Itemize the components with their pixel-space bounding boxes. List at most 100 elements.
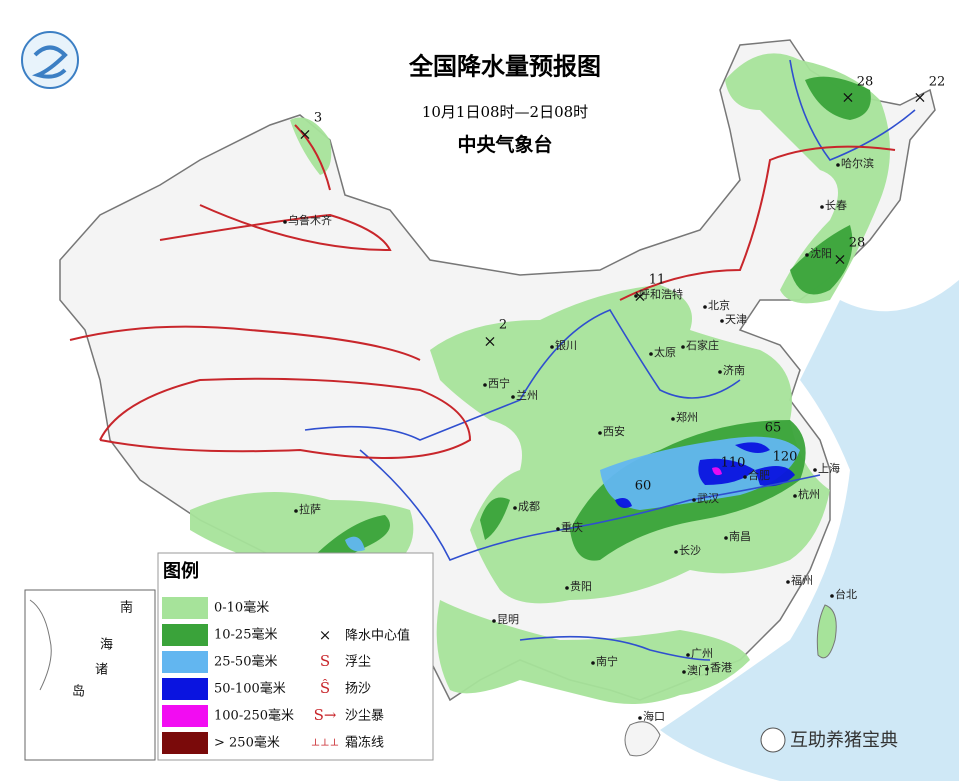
legend-label: > 250毫米 xyxy=(214,735,280,751)
issuer: 中央气象台 xyxy=(457,133,552,156)
legend-label: 浮尘 xyxy=(345,655,371,670)
legend-label: 50-100毫米 xyxy=(214,681,286,697)
precip-area xyxy=(615,498,632,508)
city-dot xyxy=(483,383,487,387)
legend-swatch xyxy=(162,624,208,646)
legend-label: 扬沙 xyxy=(345,682,371,697)
city-label: 石家庄 xyxy=(686,338,719,352)
city-dot xyxy=(703,305,707,309)
center-value: 3 xyxy=(314,111,322,126)
city-dot xyxy=(671,417,675,421)
city-label: 长春 xyxy=(825,199,847,212)
city-dot xyxy=(813,468,817,472)
precip-area xyxy=(698,458,755,485)
legend-swatch xyxy=(162,705,208,727)
city-label: 台北 xyxy=(835,587,857,601)
precip-area xyxy=(345,536,365,552)
yellow-river xyxy=(304,309,741,441)
wechat-icon xyxy=(760,727,786,753)
frost-line xyxy=(99,377,472,459)
center-marker: × xyxy=(833,250,846,269)
city-dot xyxy=(649,352,653,356)
legend-symbol: S xyxy=(320,652,330,670)
city-label: 南昌 xyxy=(729,530,751,543)
center-value: 2 xyxy=(499,318,507,333)
city-label: 广州 xyxy=(691,647,713,660)
city-label: 贵阳 xyxy=(570,580,592,593)
city-label: 西安 xyxy=(603,424,625,438)
period: 10月1日08时—2日08时 xyxy=(422,103,588,121)
center-value: 22 xyxy=(929,75,946,90)
legend-title: 图例 xyxy=(163,560,199,582)
center-value: 65 xyxy=(765,421,782,436)
taiwan xyxy=(816,604,837,659)
logo xyxy=(21,31,79,89)
precip-area xyxy=(480,497,510,540)
city-dot xyxy=(556,527,560,531)
inset-coast xyxy=(29,599,52,691)
city-label: 沈阳 xyxy=(810,246,832,260)
city-label: 香港 xyxy=(710,661,732,674)
city-dot xyxy=(591,661,595,665)
city-label: 武汉 xyxy=(697,492,719,505)
city-dot xyxy=(674,550,678,554)
legend-label: 25-50毫米 xyxy=(214,654,277,670)
city-dot xyxy=(550,345,554,349)
center-marker: × xyxy=(913,88,926,107)
city-dot xyxy=(830,594,834,598)
city-label: 成都 xyxy=(518,500,540,513)
pearl-river xyxy=(519,635,711,661)
city-dot xyxy=(718,370,722,374)
center-marker: × xyxy=(298,125,311,144)
city-label: 郑州 xyxy=(676,410,698,424)
precip-area xyxy=(735,442,770,454)
precip-area xyxy=(805,76,871,120)
city-dot xyxy=(513,506,517,510)
heilong-river xyxy=(789,59,916,161)
precip-area xyxy=(436,600,750,704)
city-label: 呼和浩特 xyxy=(639,287,683,301)
legend-label: 霜冻线 xyxy=(345,735,384,751)
city-label: 乌鲁木齐 xyxy=(288,213,332,227)
city-label: 北京 xyxy=(708,298,730,312)
city-dot xyxy=(820,205,824,209)
legend-label: 10-25毫米 xyxy=(214,627,277,643)
legend: 0-10毫米 10-25毫米 25-50毫米 50-100毫米 100-250毫米 > 2… xyxy=(162,597,410,754)
center-marker: × xyxy=(633,287,646,306)
logo-ring xyxy=(21,31,79,89)
center-marker: × xyxy=(483,332,496,351)
city-label: 西宁 xyxy=(488,376,510,390)
city-label: 太原 xyxy=(654,346,676,359)
city-dot xyxy=(724,536,728,540)
city-label: 福州 xyxy=(791,573,813,587)
city-dot xyxy=(634,294,638,298)
city-label: 昆明 xyxy=(497,613,519,626)
center-marker: × xyxy=(841,88,854,107)
city-dot xyxy=(492,619,496,623)
legend-swatch xyxy=(162,732,208,754)
inset-label: 海 xyxy=(100,638,113,653)
legend-symbol: ⊥⊥⊥ xyxy=(311,738,339,749)
legend-symbol: Ŝ xyxy=(320,679,330,697)
city-label: 重庆 xyxy=(561,520,583,534)
legend-swatch xyxy=(162,651,208,673)
city-dot xyxy=(682,670,686,674)
legend-swatch xyxy=(162,597,208,619)
city-label: 长沙 xyxy=(679,544,701,557)
city-label: 拉萨 xyxy=(299,502,321,516)
city-label: 合肥 xyxy=(748,468,770,482)
city-dot xyxy=(705,667,709,671)
precip-area xyxy=(430,285,830,604)
center-value: 60 xyxy=(635,479,652,494)
legend-swatch xyxy=(162,678,208,700)
title: 全国降水量预报图 xyxy=(408,52,601,81)
sea xyxy=(660,280,959,781)
rivers xyxy=(304,59,916,661)
legend-symbol: × xyxy=(319,626,332,644)
city-dot xyxy=(793,494,797,498)
hainan xyxy=(624,721,661,757)
city-label: 哈尔滨 xyxy=(841,156,874,170)
yangtze xyxy=(359,449,821,562)
city-label: 兰州 xyxy=(516,389,538,402)
city-label: 上海 xyxy=(818,461,840,475)
